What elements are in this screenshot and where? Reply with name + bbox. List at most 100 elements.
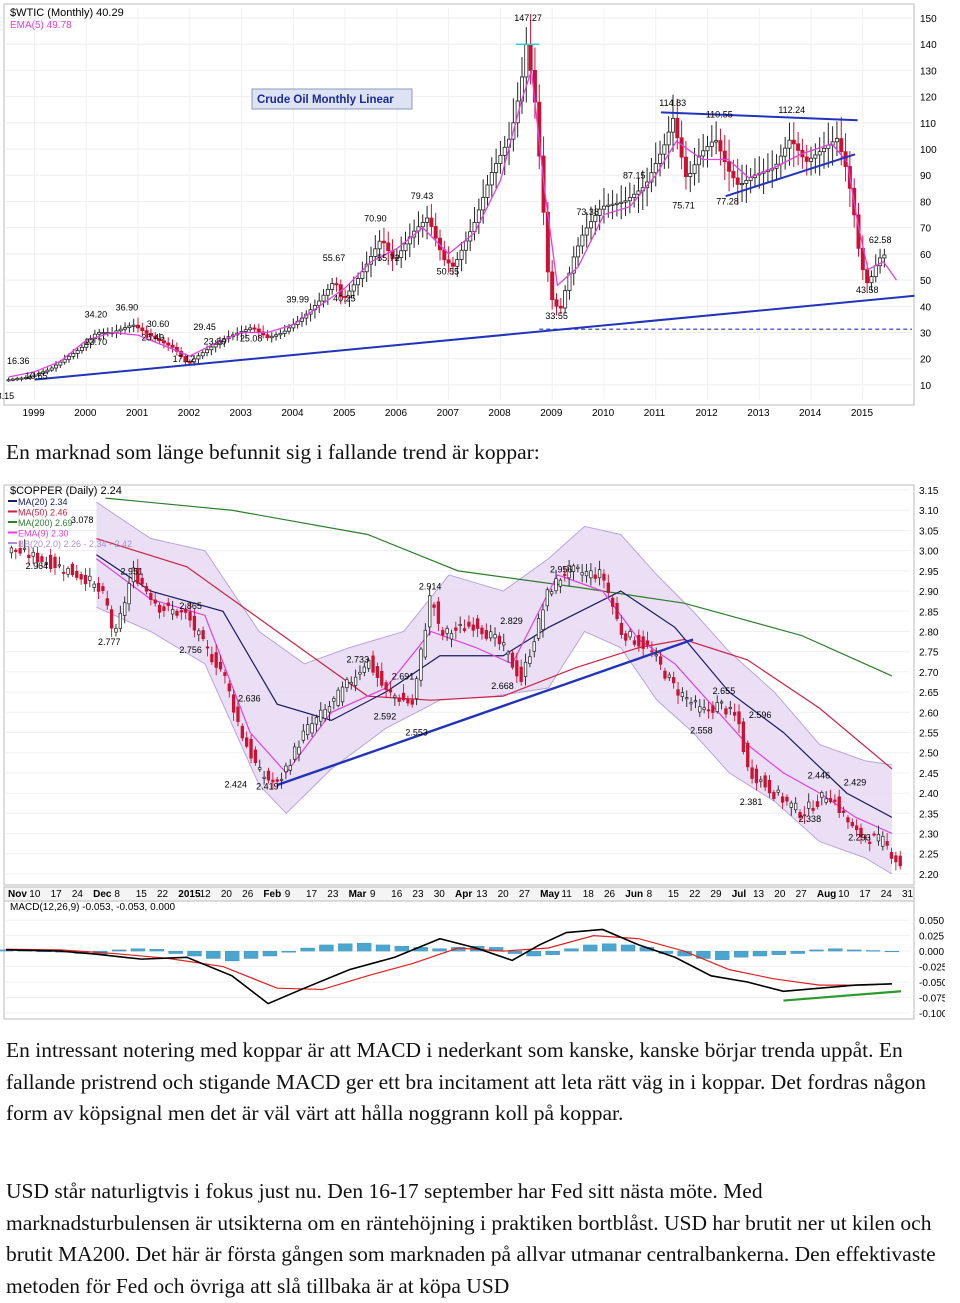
oil-candle-body [282, 330, 287, 334]
oil-y-tick: 70 [920, 224, 932, 235]
copper-candle-body [868, 841, 872, 844]
oil-candle-body [101, 332, 106, 335]
copper-legend-entry: MA(200) 2.69 [18, 518, 73, 528]
copper-candle-body [746, 742, 750, 768]
copper-candle-body [863, 836, 868, 839]
oil-x-tick: 2004 [281, 408, 304, 419]
copper-x-tick: 8 [647, 889, 653, 900]
oil-candle-body [696, 155, 701, 166]
copper-x-tick: 17 [859, 889, 871, 900]
copper-candle-body [332, 698, 336, 702]
copper-candle-body [846, 817, 850, 823]
macd-label: MACD(12,26,9) -0.053, -0.053, 0.000 [10, 902, 176, 913]
copper-candle-body [162, 606, 166, 611]
oil-x-tick: 2003 [230, 408, 253, 419]
copper-candle-body [123, 602, 127, 616]
oil-x-tick: 2011 [644, 408, 666, 419]
copper-candle-body [449, 633, 454, 640]
oil-candle-body [498, 154, 503, 164]
oil-price-label: 62.58 [869, 235, 892, 245]
copper-candle-body [301, 730, 305, 741]
oil-candle-body [62, 358, 67, 363]
copper-candle-body [140, 577, 144, 585]
oil-candle-body [45, 369, 50, 373]
oil-candle-body [709, 141, 714, 147]
copper-candle-body [571, 565, 576, 572]
oil-candle-body [429, 217, 434, 227]
copper-candle-body [541, 609, 545, 630]
copper-candle-body [811, 807, 815, 811]
oil-candle-body [606, 204, 611, 207]
macd-histogram-bar [243, 950, 259, 959]
macd-y-tick: -0.050 [919, 978, 945, 989]
oil-candle-body [670, 117, 675, 133]
oil-candle-body [394, 257, 399, 260]
copper-candle-body [136, 567, 140, 584]
copper-candle-body [563, 573, 567, 576]
copper-candle-body [367, 659, 371, 669]
oil-price-label: 29.45 [193, 322, 216, 332]
oil-candle-body [727, 161, 732, 172]
copper-candle-body [737, 711, 741, 725]
copper-candle-body [44, 562, 48, 565]
oil-candle-body [489, 172, 494, 186]
copper-x-tick: 26 [242, 889, 254, 900]
oil-candle-body [97, 332, 102, 335]
copper-x-tick: Jun [625, 889, 643, 900]
copper-x-tick: 23 [327, 889, 339, 900]
copper-line-ma200 [105, 497, 893, 677]
oil-candle-body [248, 327, 253, 331]
copper-y-tick: 3.00 [919, 547, 939, 558]
copper-candle-body [153, 599, 157, 604]
copper-candle-body [323, 708, 327, 719]
oil-y-tick: 120 [920, 93, 937, 104]
macd-histogram-bar [338, 943, 353, 952]
copper-candle-body [279, 778, 284, 781]
copper-daily-chart: 3.15 3.10 3.05 3.00 2.95 2.90 2.85 2.80 2.75 2.70… [0, 482, 945, 1022]
copper-price-label: 2.777 [98, 637, 121, 647]
copper-candle-body [57, 564, 61, 567]
oil-candle-body [455, 259, 460, 267]
oil-candle-body [528, 43, 533, 71]
oil-x-tick: 2009 [540, 408, 563, 419]
macd-y-tick: 0.025 [919, 932, 944, 943]
oil-candle-body [731, 170, 736, 179]
oil-candle-body [714, 140, 719, 143]
copper-price-label: 2.691 [392, 672, 415, 682]
oil-candle-body [157, 338, 162, 342]
copper-candle-body [641, 636, 645, 649]
oil-price-label: 55.72 [377, 253, 400, 263]
copper-candle-body [66, 568, 70, 575]
copper-y-tick: 2.35 [919, 809, 939, 820]
copper-candle-body [833, 799, 837, 802]
copper-x-tick: 18 [583, 889, 595, 900]
copper-candle-body [441, 630, 445, 636]
copper-candle-body [611, 597, 615, 607]
oil-candle-body [817, 151, 822, 156]
copper-x-tick: 24 [881, 889, 893, 900]
oil-ema-line [8, 70, 897, 378]
copper-candle-body [889, 852, 894, 859]
copper-candle-body [266, 770, 271, 781]
macd-histogram-bar [187, 950, 202, 957]
copper-candle-body [715, 702, 719, 712]
copper-y-tick: 2.95 [919, 567, 939, 578]
copper-price-label: 2.558 [690, 725, 713, 735]
copper-candle-body [650, 650, 654, 653]
copper-candle-body [414, 678, 419, 699]
macd-histogram-bar [375, 944, 391, 952]
oil-candle-body [317, 300, 322, 306]
copper-candle-body [828, 798, 833, 802]
oil-candle-body [360, 271, 365, 279]
copper-candle-body [837, 796, 841, 814]
copper-price-label: 2.951 [121, 566, 144, 576]
oil-candle-body [179, 350, 184, 357]
oil-price-label: 79.43 [411, 191, 434, 201]
copper-candle-body [96, 582, 101, 592]
oil-x-tick: 2010 [592, 408, 615, 419]
copper-candle-body [536, 618, 541, 639]
macd-histogram-bar [206, 950, 221, 959]
copper-candle-body [484, 630, 488, 639]
copper-candle-body [785, 796, 789, 802]
copper-trendline [276, 638, 694, 787]
